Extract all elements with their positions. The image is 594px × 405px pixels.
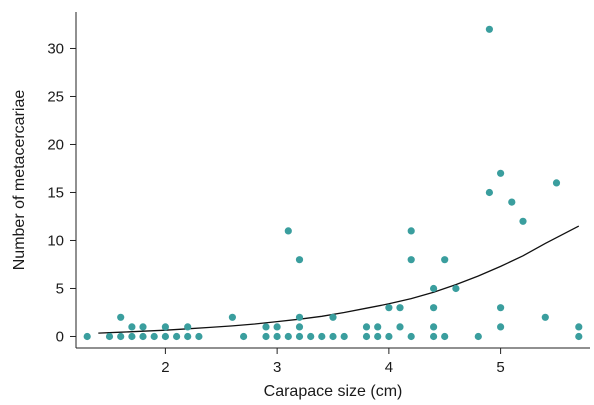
data-point bbox=[273, 323, 281, 331]
data-point bbox=[362, 332, 371, 341]
data-point bbox=[262, 323, 270, 331]
data-point bbox=[307, 332, 315, 341]
data-point bbox=[407, 256, 415, 264]
data-point bbox=[128, 323, 136, 331]
y-tick-label: 10 bbox=[47, 232, 64, 249]
data-point bbox=[105, 332, 114, 341]
data-point bbox=[497, 304, 505, 312]
data-point bbox=[117, 313, 125, 321]
data-points bbox=[83, 25, 583, 341]
data-point bbox=[407, 227, 415, 235]
y-tick-label: 0 bbox=[56, 328, 64, 345]
data-point bbox=[362, 323, 371, 331]
data-point bbox=[441, 256, 449, 264]
data-point bbox=[385, 332, 393, 341]
y-tick-label: 20 bbox=[47, 136, 64, 153]
data-point bbox=[295, 313, 304, 321]
data-point bbox=[240, 332, 248, 341]
x-tick-label: 4 bbox=[385, 359, 393, 376]
x-tick-label: 3 bbox=[273, 359, 281, 376]
data-point bbox=[508, 198, 516, 206]
data-point bbox=[184, 332, 192, 341]
data-point bbox=[195, 332, 203, 341]
data-point bbox=[385, 304, 393, 312]
data-point bbox=[139, 323, 147, 331]
data-point bbox=[497, 323, 505, 331]
data-point bbox=[184, 323, 192, 331]
axes bbox=[75, 12, 590, 349]
data-point bbox=[340, 332, 348, 341]
data-point bbox=[329, 332, 337, 341]
data-point bbox=[485, 25, 493, 33]
data-point bbox=[117, 332, 125, 341]
y-tick-label: 25 bbox=[47, 88, 64, 105]
data-point bbox=[430, 332, 438, 341]
data-point bbox=[150, 332, 158, 341]
data-point bbox=[374, 323, 382, 331]
data-point bbox=[83, 332, 91, 341]
data-point bbox=[474, 332, 482, 341]
data-point bbox=[173, 332, 181, 341]
data-point bbox=[273, 332, 281, 341]
data-point bbox=[228, 313, 236, 321]
data-point bbox=[541, 313, 549, 321]
y-tick-label: 30 bbox=[47, 40, 64, 57]
data-point bbox=[374, 332, 382, 341]
data-point bbox=[161, 332, 169, 341]
x-axis-title: Carapace size (cm) bbox=[264, 383, 403, 400]
data-point bbox=[452, 284, 460, 293]
x-ticks: 2 3 4 5 bbox=[161, 348, 505, 376]
data-point bbox=[295, 332, 304, 341]
data-point bbox=[318, 332, 326, 341]
data-point bbox=[485, 188, 493, 197]
data-point bbox=[407, 332, 415, 341]
data-point bbox=[295, 256, 304, 264]
data-point bbox=[128, 332, 136, 341]
y-tick-label: 5 bbox=[56, 280, 64, 297]
data-point bbox=[497, 169, 505, 177]
data-point bbox=[262, 332, 270, 341]
data-point bbox=[575, 332, 583, 341]
data-point bbox=[329, 313, 337, 321]
data-point bbox=[161, 323, 169, 331]
data-point bbox=[430, 284, 438, 293]
y-axis-title: Number of metacercariae bbox=[11, 90, 28, 271]
data-point bbox=[519, 217, 527, 225]
data-point bbox=[552, 179, 561, 187]
data-point bbox=[430, 304, 438, 312]
data-point bbox=[139, 332, 147, 341]
data-point bbox=[295, 323, 304, 331]
data-point bbox=[430, 323, 438, 331]
data-point bbox=[396, 323, 404, 331]
x-tick-label: 5 bbox=[496, 359, 504, 376]
y-ticks: 0 5 10 15 20 25 30 bbox=[47, 40, 76, 345]
data-point bbox=[284, 332, 292, 341]
data-point bbox=[441, 332, 449, 341]
data-point bbox=[284, 227, 292, 235]
fit-curve bbox=[98, 225, 580, 334]
data-point bbox=[396, 304, 404, 312]
y-tick-label: 15 bbox=[47, 184, 64, 201]
data-point bbox=[575, 323, 583, 331]
x-tick-label: 2 bbox=[161, 359, 169, 376]
